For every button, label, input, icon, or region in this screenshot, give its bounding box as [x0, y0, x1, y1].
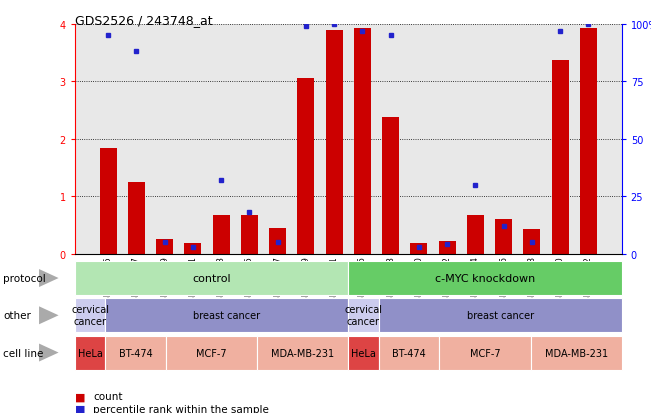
- Text: ■: ■: [75, 392, 85, 401]
- Text: c-MYC knockdown: c-MYC knockdown: [435, 273, 535, 283]
- Text: BT-474: BT-474: [392, 348, 426, 358]
- Text: MCF-7: MCF-7: [469, 348, 501, 358]
- Bar: [410, 244, 427, 254]
- Text: percentile rank within the sample: percentile rank within the sample: [93, 404, 269, 413]
- Text: breast cancer: breast cancer: [193, 311, 260, 320]
- Bar: [495, 220, 512, 254]
- Bar: [270, 228, 286, 254]
- Bar: [100, 149, 117, 254]
- Bar: [326, 31, 342, 254]
- Text: cell line: cell line: [3, 348, 44, 358]
- Bar: [382, 118, 399, 254]
- Text: HeLa: HeLa: [351, 348, 376, 358]
- Bar: [213, 215, 230, 254]
- Text: breast cancer: breast cancer: [467, 311, 534, 320]
- Bar: [580, 29, 597, 254]
- Text: cervical
cancer: cervical cancer: [344, 305, 383, 326]
- Bar: [241, 215, 258, 254]
- Text: ■: ■: [75, 404, 85, 413]
- Text: MCF-7: MCF-7: [196, 348, 227, 358]
- Bar: [523, 230, 540, 254]
- Text: GDS2526 / 243748_at: GDS2526 / 243748_at: [75, 14, 212, 27]
- Bar: [156, 240, 173, 254]
- Bar: [467, 215, 484, 254]
- Bar: [551, 61, 568, 254]
- Polygon shape: [39, 344, 59, 362]
- Text: count: count: [93, 392, 122, 401]
- Text: protocol: protocol: [3, 273, 46, 283]
- Bar: [128, 183, 145, 254]
- Bar: [439, 241, 456, 254]
- Text: other: other: [3, 311, 31, 320]
- Text: MDA-MB-231: MDA-MB-231: [545, 348, 607, 358]
- Text: BT-474: BT-474: [118, 348, 152, 358]
- Polygon shape: [39, 269, 59, 287]
- Text: cervical
cancer: cervical cancer: [71, 305, 109, 326]
- Bar: [184, 244, 201, 254]
- Bar: [354, 29, 371, 254]
- Text: control: control: [192, 273, 231, 283]
- Text: MDA-MB-231: MDA-MB-231: [271, 348, 334, 358]
- Bar: [298, 79, 314, 254]
- Polygon shape: [39, 306, 59, 325]
- Text: HeLa: HeLa: [77, 348, 102, 358]
